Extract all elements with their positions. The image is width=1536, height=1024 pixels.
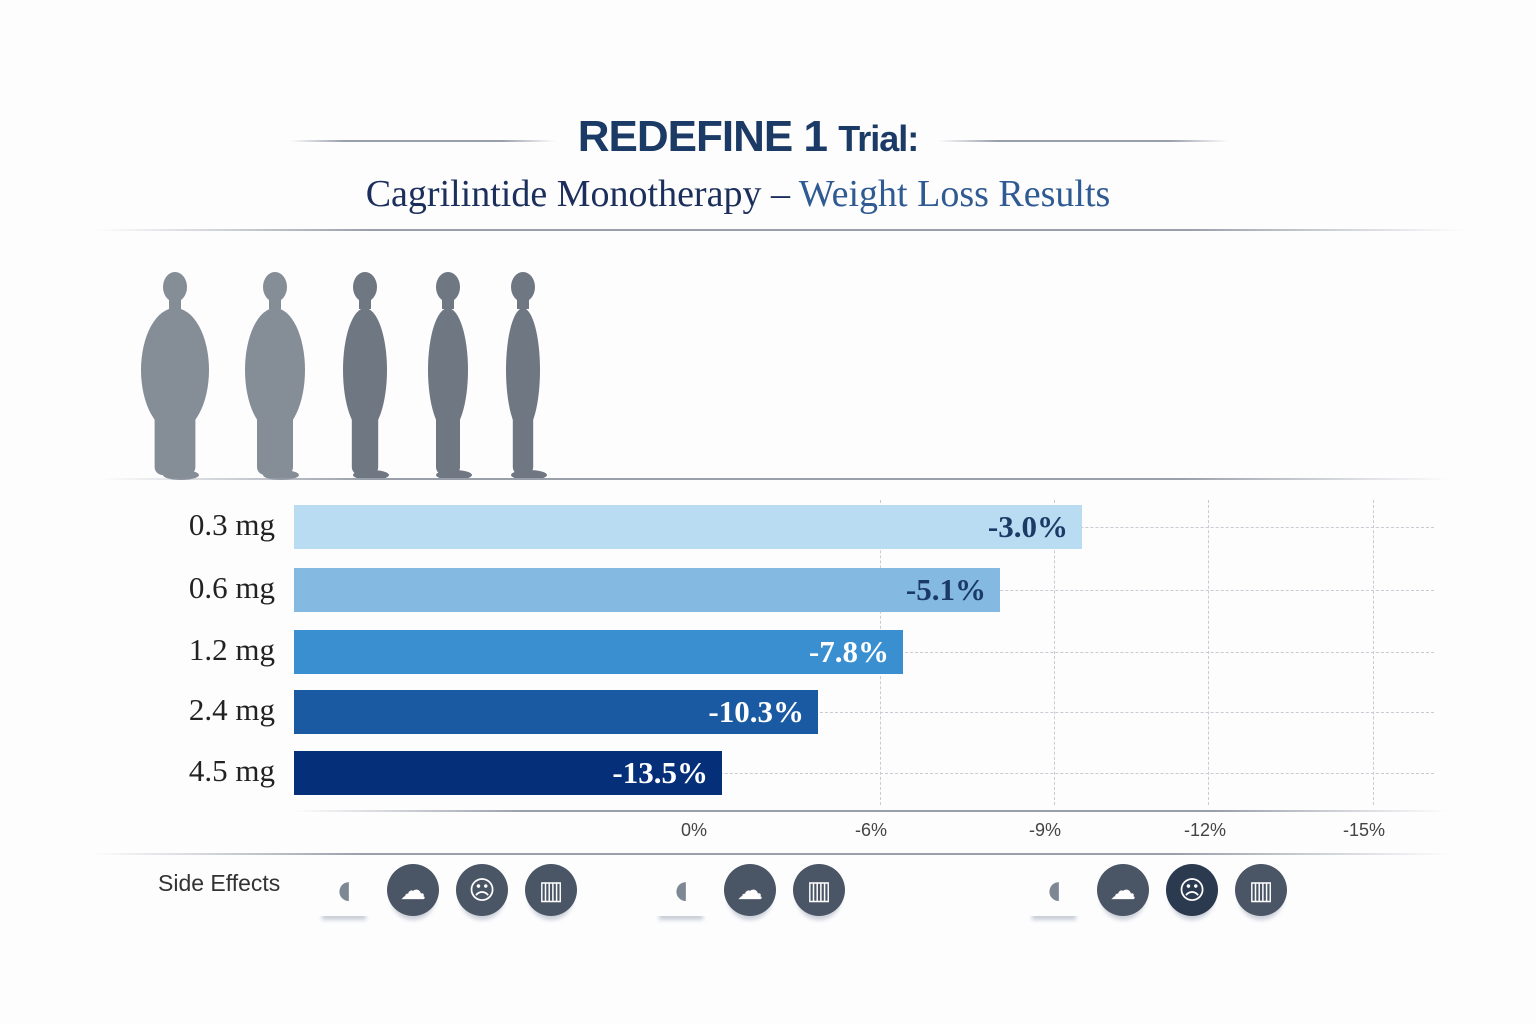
bar-24mg: -10.3% (294, 690, 818, 734)
body-silhouette-icon (245, 272, 305, 480)
dose-label: 0.6 mg (188, 570, 275, 605)
dose-label: 2.4 mg (188, 692, 275, 727)
x-tick-label: -9% (1028, 820, 1062, 840)
toilet-icon: ▥ (793, 864, 845, 916)
silhouettes (141, 272, 547, 480)
gridline-horizontal (294, 712, 1434, 713)
nausea-icon: ☁ (387, 864, 439, 916)
silhouette-baseline (100, 478, 1450, 480)
nausea-icon: ☁ (724, 864, 776, 916)
bar-03mg: -3.0% (294, 505, 1082, 549)
nausea-icon: ☁ (1097, 864, 1149, 916)
subtitle-part2: Weight Loss Results (798, 173, 1111, 215)
subtitle-part1: Cagrilintide Monotherapy – (365, 173, 790, 215)
x-tick-label: -12% (1183, 820, 1227, 840)
bar-value-label: -3.0% (987, 509, 1068, 544)
title-suffix: Trial: (838, 118, 919, 159)
chart-subtitle: Cagrilintide Monotherapy – Weight Loss R… (0, 172, 1476, 216)
bar-value-label: -13.5% (612, 755, 708, 790)
body-silhouette-icon (428, 272, 472, 480)
bar-value-label: -7.8% (808, 634, 889, 669)
bar-value-label: -10.3% (708, 694, 804, 729)
body-silhouette-icon (506, 272, 547, 480)
x-tick-label: 0% (680, 820, 708, 840)
title-rule-right (938, 140, 1228, 142)
sick-face-icon: ☹ (456, 864, 508, 916)
dose-label: 0.3 mg (188, 507, 275, 542)
body-silhouette-icon (343, 272, 389, 480)
title-main: REDEFINE 1 (577, 112, 828, 161)
bar-06mg: -5.1% (294, 568, 1000, 612)
dose-label: 1.2 mg (188, 632, 275, 667)
stomach-icon: ◖ (318, 864, 370, 916)
stomach-icon: ◖ (655, 864, 707, 916)
toilet-icon: ▥ (1235, 864, 1287, 916)
bar-value-label: -5.1% (905, 572, 986, 607)
body-silhouette-icon (141, 272, 209, 480)
toilet-icon: ▥ (525, 864, 577, 916)
header-divider (95, 229, 1465, 231)
x-axis-line (292, 810, 1447, 812)
bar-45mg: -13.5% (294, 751, 722, 795)
side-effects-divider (90, 853, 1450, 855)
dose-label: 4.5 mg (188, 753, 275, 788)
stomach-icon: ◖ (1028, 864, 1080, 916)
side-effects-label: Side Effects (158, 870, 281, 896)
x-tick-label: -15% (1342, 820, 1386, 840)
gridline-horizontal (294, 773, 1434, 774)
chart-title: REDEFINE 1 Trial: (0, 112, 1496, 162)
bar-12mg: -7.8% (294, 630, 903, 674)
x-tick-label: -6% (854, 820, 888, 840)
sick-face-icon: ☹ (1166, 864, 1218, 916)
title-rule-left (290, 140, 555, 142)
